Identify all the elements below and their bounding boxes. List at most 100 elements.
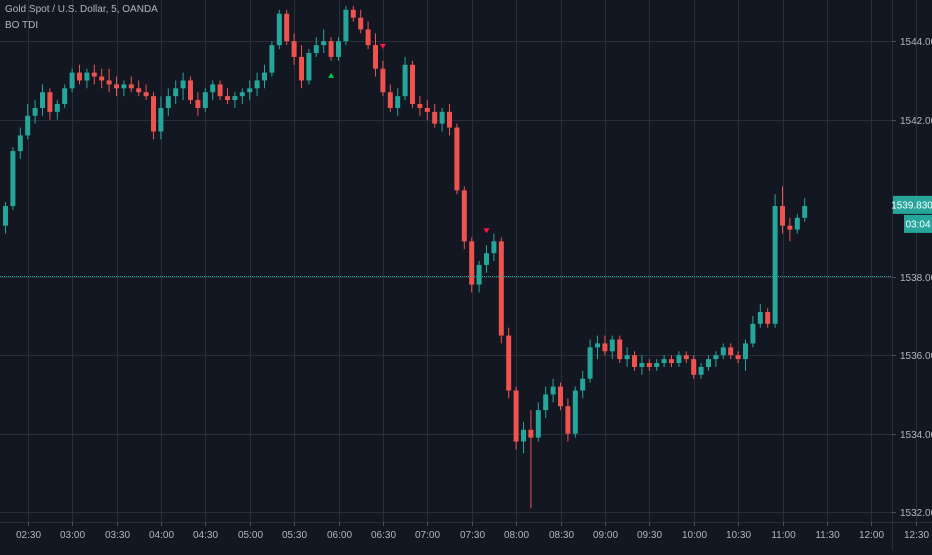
candle-body: [121, 84, 127, 89]
candle-body: [395, 96, 401, 108]
candle-down: [780, 186, 785, 234]
candle-up: [484, 245, 489, 273]
candle-body: [698, 366, 704, 375]
candle-down: [410, 60, 415, 108]
candle-body: [602, 343, 608, 352]
candle-body: [47, 92, 53, 112]
candle-body: [165, 96, 171, 108]
candle-up: [84, 68, 90, 89]
candle-up: [173, 80, 179, 105]
candle-body: [195, 100, 201, 108]
candle-body: [17, 135, 23, 152]
candle-down: [646, 359, 652, 371]
candle-up: [550, 378, 556, 403]
candle-up: [69, 68, 75, 93]
candle-body: [321, 41, 327, 46]
candle-body: [77, 72, 82, 81]
candle-down: [602, 335, 608, 356]
candle-body: [432, 111, 438, 124]
candle-up: [587, 339, 593, 383]
y-tick-label: 1536.000: [900, 351, 932, 362]
x-tick-label: 03:00: [60, 530, 85, 541]
candle-down: [373, 33, 378, 77]
signals: [328, 43, 490, 234]
candle-body: [173, 88, 179, 97]
candle-up: [40, 84, 45, 116]
candle-down: [432, 104, 438, 128]
candle-body: [358, 17, 364, 30]
candle-down: [365, 21, 371, 50]
candle-down: [447, 104, 452, 136]
candle-body: [3, 206, 8, 226]
candle-body: [217, 84, 223, 97]
candle-up: [202, 88, 208, 112]
candle-body: [328, 41, 334, 57]
candle-body: [454, 127, 460, 191]
candle-body: [410, 64, 415, 105]
candle-down: [617, 335, 623, 364]
candle-up: [62, 84, 68, 108]
candle-up: [676, 351, 682, 367]
candle-body: [609, 339, 615, 352]
candle-up: [54, 100, 60, 120]
candle-down: [565, 398, 571, 442]
candle-body: [765, 312, 771, 324]
candle-body: [735, 355, 741, 360]
x-tick-label: 05:00: [238, 530, 263, 541]
candle-body: [402, 64, 408, 97]
candle-down: [683, 351, 689, 364]
candle-down: [454, 123, 460, 195]
candle-body: [476, 264, 482, 285]
candle-up: [158, 96, 164, 140]
candle-body: [558, 386, 563, 407]
candle-body: [151, 96, 156, 132]
candle-body: [498, 241, 504, 336]
candle-body: [91, 72, 97, 77]
symbol-title[interactable]: Gold Spot / U.S. Dollar, 5, OANDA: [5, 4, 158, 15]
candle-body: [225, 96, 230, 101]
y-tick-label: 1532.000: [900, 508, 932, 519]
candles: [3, 5, 808, 509]
y-axis[interactable]: 1532.000 1534.000 1536.000 1538.000 1542.000…: [892, 37, 932, 519]
candle-body: [439, 111, 445, 124]
indicator-title[interactable]: BO TDI: [5, 20, 39, 31]
candle-body: [720, 347, 726, 356]
candle-body: [469, 241, 475, 285]
candle-body: [313, 45, 319, 53]
candle-body: [654, 363, 660, 367]
candle-body: [336, 41, 341, 57]
x-tick-label: 12:30: [904, 530, 929, 541]
candle-body: [284, 13, 290, 42]
candle-body: [417, 104, 423, 108]
x-tick-label: 06:00: [327, 530, 352, 541]
candle-up: [624, 347, 630, 367]
candle-up: [276, 9, 282, 50]
x-tick-label: 04:30: [193, 530, 218, 541]
candle-up: [121, 80, 127, 97]
candle-up: [661, 355, 667, 367]
x-tick-label: 06:30: [371, 530, 396, 541]
countdown-label: 03:04: [905, 219, 930, 230]
candle-up: [521, 421, 526, 454]
last-price-box: [893, 195, 932, 214]
candle-body: [639, 363, 645, 367]
candle-up: [476, 261, 482, 293]
candle-up: [720, 343, 726, 360]
candle-body: [565, 406, 571, 434]
candle-down: [143, 84, 149, 101]
candle-up: [232, 92, 238, 108]
candle-down: [735, 351, 741, 364]
candle-body: [202, 92, 208, 108]
candle-body: [40, 92, 45, 108]
candle-body: [69, 72, 75, 89]
candle-down: [669, 355, 674, 367]
candle-up: [262, 64, 267, 89]
candle-up: [343, 5, 349, 46]
x-axis[interactable]: 02:30 03:00 03:30 04:00 04:30 05:00 05:30 06:00…: [16, 522, 932, 541]
candle-up: [639, 355, 645, 375]
candle-body: [365, 29, 371, 46]
candle-down: [632, 351, 637, 371]
candle-down: [217, 80, 223, 101]
